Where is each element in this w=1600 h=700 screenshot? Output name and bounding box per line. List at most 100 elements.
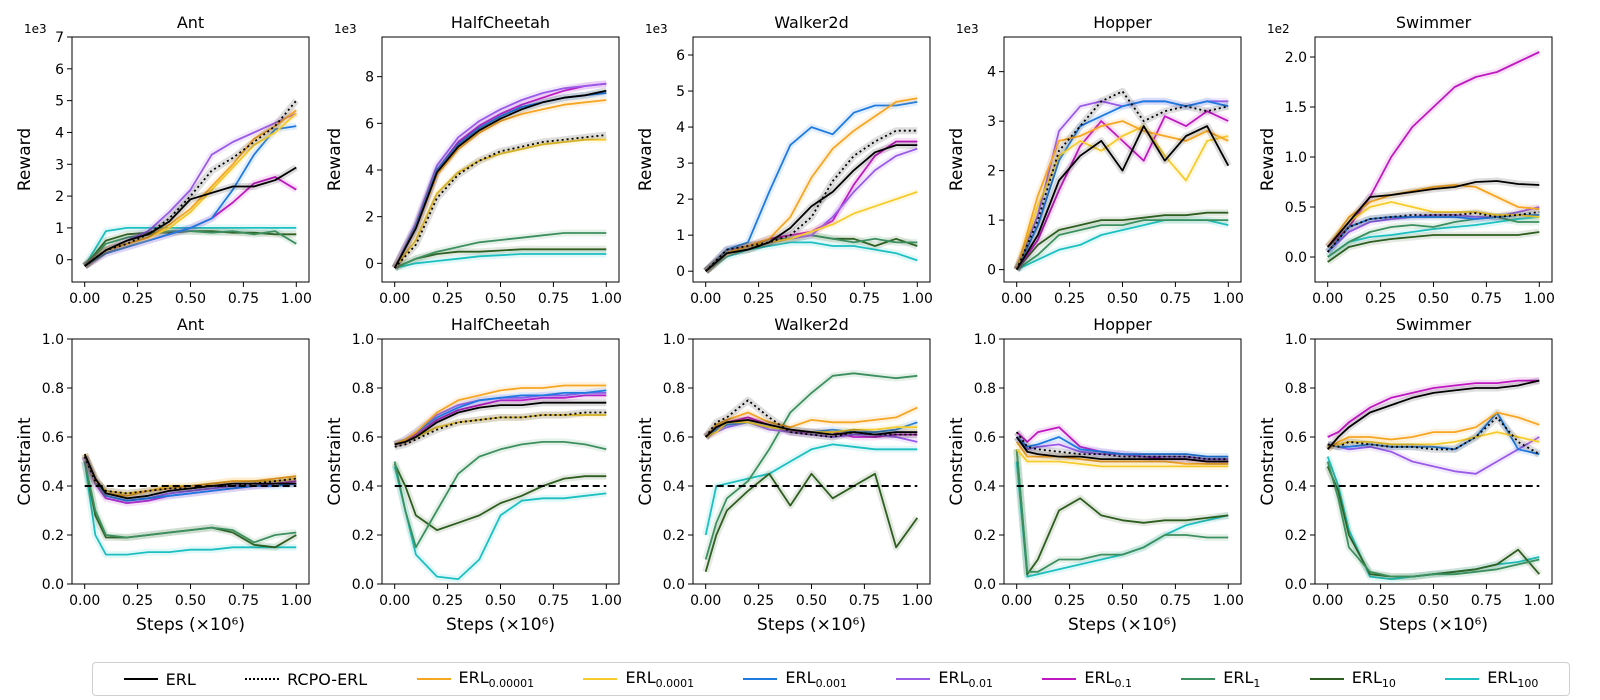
y-axis-label: Constraint <box>15 417 35 505</box>
x-tick-label: 0.00 <box>69 593 100 609</box>
legend-swatch <box>896 678 931 680</box>
series-line <box>394 134 607 269</box>
x-tick-label: 1.00 <box>281 593 312 609</box>
x-tick-label: 0.00 <box>1001 291 1032 307</box>
scale-label: 1e3 <box>645 22 668 36</box>
legend-label: ERL0.00001 <box>458 667 535 691</box>
series-line <box>1015 431 1229 461</box>
axes-frame <box>1003 36 1242 283</box>
series-line <box>705 418 918 438</box>
x-tick-label: 0.50 <box>796 593 827 609</box>
series-line <box>1015 461 1229 578</box>
series-line <box>1327 216 1540 258</box>
scale-label: 1e3 <box>24 22 47 36</box>
x-tick-label: 1.00 <box>1213 593 1244 609</box>
series-group <box>1324 48 1541 265</box>
legend-label: ERL <box>165 669 196 689</box>
series-group <box>1324 377 1542 583</box>
panel-reward-hopper: Hopper 1e3 Reward 0 1 2 3 4 0.00 0.25 0.50 0.75 1.00 <box>947 13 1244 307</box>
x-tick-label: 1.00 <box>1213 291 1244 307</box>
x-tick-label: 0.00 <box>1001 593 1032 609</box>
legend-swatch <box>1309 678 1344 680</box>
legend-swatch <box>743 678 778 680</box>
y-tick-label: 0.2 <box>663 528 685 544</box>
y-tick-label: 0 <box>987 263 996 279</box>
axes-frame <box>1314 36 1553 283</box>
panel-title: Ant <box>177 315 204 334</box>
y-tick-label: 0.6 <box>1285 430 1307 446</box>
y-tick-label: 4 <box>55 125 64 141</box>
series-line <box>1015 100 1229 270</box>
legend-item: ERL0.001 <box>743 668 847 690</box>
x-tick-label: 0.25 <box>122 593 153 609</box>
axes-frame <box>381 338 620 585</box>
y-tick-label: 1.0 <box>42 332 64 348</box>
series-line <box>705 241 918 272</box>
y-tick-label: 5 <box>676 84 685 100</box>
y-tick-label: 7 <box>55 30 64 46</box>
series-line <box>1327 216 1540 258</box>
series-line <box>1015 110 1229 271</box>
series-line <box>705 144 918 272</box>
x-tick-label: 0.75 <box>538 291 569 307</box>
legend-item: ERL <box>123 669 196 689</box>
series-line <box>705 97 918 272</box>
y-tick-label: 1.0 <box>663 332 685 348</box>
series-line <box>394 248 607 269</box>
y-tick-label: 6 <box>55 62 64 78</box>
panel-title: HalfCheetah <box>451 13 550 32</box>
scale-label: 1e3 <box>334 22 357 36</box>
y-tick-label: 0.0 <box>974 577 996 593</box>
axes-frame <box>71 36 310 283</box>
series-line <box>393 89 607 269</box>
legend-swatch <box>1042 678 1077 680</box>
panel-constraint-walker2d: Walker2d Constraint 0.0 0.2 0.4 0.6 0.8 1.0 0.00… <box>636 315 933 635</box>
x-tick-label: 1.00 <box>591 291 622 307</box>
y-tick-label: 1.0 <box>1285 150 1307 166</box>
y-tick-label: 0 <box>365 256 374 272</box>
series-line <box>394 394 607 446</box>
y-tick-label: 0.6 <box>974 430 996 446</box>
x-tick-label: 0.50 <box>1418 593 1449 609</box>
series-line <box>83 456 297 495</box>
series-group <box>81 98 299 270</box>
series-line <box>1015 125 1229 270</box>
x-axis-label: Steps (×10⁶) <box>136 615 245 635</box>
x-tick-label: 0.75 <box>538 593 569 609</box>
y-tick-label: 4 <box>987 65 996 81</box>
y-tick-label: 6 <box>365 116 374 132</box>
scale-label: 1e3 <box>956 22 979 36</box>
x-tick-label: 0.75 <box>1471 291 1502 307</box>
series-line <box>1327 436 1540 475</box>
y-tick-label: 2 <box>987 164 996 180</box>
y-tick-label: 0 <box>55 253 64 269</box>
y-tick-label: 0.8 <box>974 381 996 397</box>
series-line <box>1016 211 1229 271</box>
y-tick-label: 0.8 <box>663 381 685 397</box>
series-line <box>1015 449 1229 573</box>
series-line <box>394 253 607 269</box>
x-axis-label: Steps (×10⁶) <box>757 615 866 635</box>
panel-title: Swimmer <box>1396 315 1472 334</box>
x-tick-label: 0.00 <box>690 593 721 609</box>
series-line <box>1015 449 1229 576</box>
y-tick-label: 1.0 <box>974 332 996 348</box>
x-tick-label: 0.25 <box>1054 593 1085 609</box>
series-line <box>704 399 918 438</box>
y-tick-label: 0.4 <box>974 479 996 495</box>
y-tick-label: 2 <box>676 192 685 208</box>
series-line <box>1015 441 1229 465</box>
y-tick-label: 4 <box>365 163 374 179</box>
legend-item: RCPO-ERL <box>245 670 367 689</box>
series-line <box>83 461 297 544</box>
y-tick-label: 0.2 <box>352 528 374 544</box>
series-line <box>394 384 607 446</box>
panel-reward-halfcheetah: HalfCheetah 1e3 Reward 0 2 4 6 8 0.00 0.25 0.50 0.7… <box>325 13 622 307</box>
x-tick-label: 1.00 <box>591 593 622 609</box>
x-tick-label: 0.00 <box>1312 291 1343 307</box>
series-line <box>84 125 297 267</box>
series-line <box>1327 180 1540 248</box>
series-line <box>1327 231 1540 263</box>
x-tick-label: 0.75 <box>849 291 880 307</box>
y-tick-label: 0.0 <box>1285 577 1307 593</box>
